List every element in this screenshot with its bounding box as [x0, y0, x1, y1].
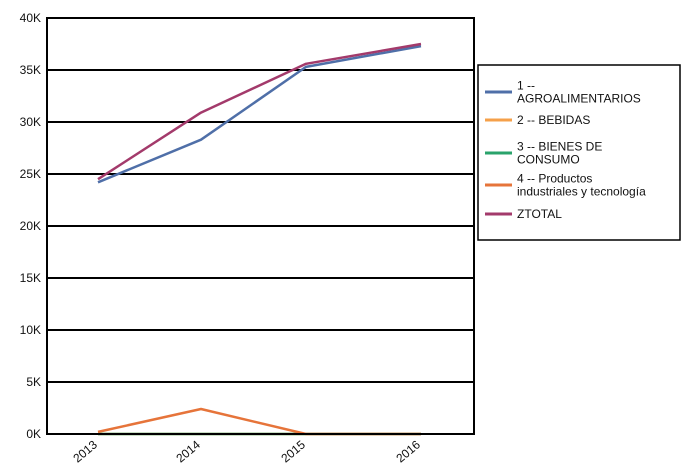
x-tick-label: 2015 — [278, 437, 308, 465]
y-tick-label: 0K — [26, 427, 41, 441]
y-tick-label: 20K — [20, 219, 41, 233]
legend: 1 --AGROALIMENTARIOS 2 -- BEBIDAS 3 -- BIE… — [477, 64, 681, 241]
legend-label: CONSUMO — [517, 153, 580, 167]
legend-label: 3 -- BIENES DE — [517, 140, 602, 154]
gridlines — [47, 17, 474, 435]
series-line-1 — [97, 44, 422, 184]
y-tick-label: 15K — [20, 271, 41, 285]
y-tick-label: 35K — [20, 63, 41, 77]
series-lines — [97, 42, 422, 436]
y-tick-label: 40K — [20, 11, 41, 25]
x-tick-label: 2016 — [393, 437, 423, 465]
legend-label: industriales y tecnología — [517, 185, 646, 199]
legend-label: 4 -- Productos — [517, 172, 592, 186]
legend-label: ZTOTAL — [517, 207, 562, 221]
x-tick-label: 2013 — [70, 437, 100, 465]
legend-label: AGROALIMENTARIOS — [517, 92, 641, 106]
series-line-4 — [97, 407, 421, 436]
series-line-5 — [97, 42, 422, 181]
legend-label: 1 -- — [517, 79, 535, 93]
y-axis: 0K 5K 10K 15K 20K 25K 30K 35K 40K — [20, 11, 41, 441]
x-axis: 2013 2014 2015 2016 — [70, 437, 423, 465]
y-tick-label: 10K — [20, 323, 41, 337]
y-tick-label: 5K — [26, 375, 41, 389]
legend-label: 2 -- BEBIDAS — [517, 113, 590, 127]
y-tick-label: 25K — [20, 167, 41, 181]
x-tick-label: 2014 — [173, 437, 203, 465]
plot-frame — [46, 17, 475, 435]
y-tick-label: 30K — [20, 115, 41, 129]
